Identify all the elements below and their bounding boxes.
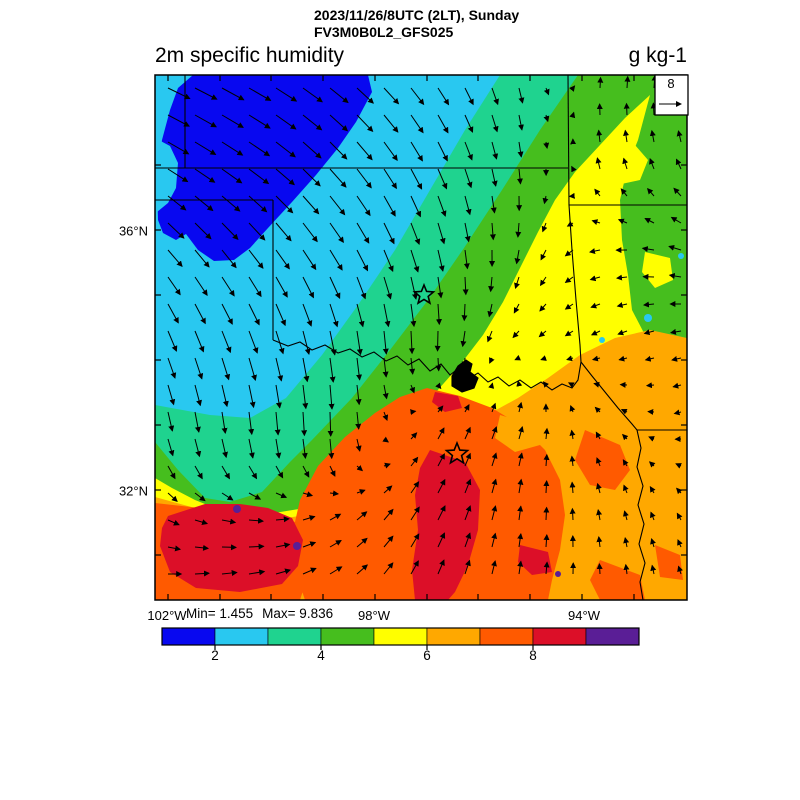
map-frame [154, 74, 688, 601]
lon-tick-label-94w: 94°W [568, 608, 600, 623]
city-star-markers [412, 282, 470, 465]
region-red-center [412, 450, 480, 600]
colorbar [161, 627, 640, 650]
region-yellow-patch-ne1 [598, 145, 648, 186]
lat-tick-label-32n: 32°N [118, 483, 148, 499]
region-red-southwest [160, 504, 303, 592]
plot-datetime-title: 2023/11/26/8UTC (2LT), Sunday [314, 7, 520, 23]
reference-vector-frame [654, 74, 689, 116]
lat-tick-label-36n: 36°N [118, 223, 148, 239]
star-city-1 [412, 282, 436, 305]
wind-arrows [167, 75, 685, 577]
region-yellow-patch-ne2 [642, 252, 673, 288]
region-green-northeast [620, 75, 687, 352]
reference-vector-box [654, 74, 689, 116]
state-borders [155, 75, 687, 600]
plot-model-title: FV3M0B0L2_GFS025 [314, 24, 454, 40]
field-max: Max= 9.836 [262, 606, 334, 621]
region-vermilion-patch-e3 [655, 545, 683, 580]
region-vermilion-patch-e2 [590, 560, 645, 600]
colorbar-tick-label-8: 8 [529, 648, 537, 663]
field-min: Min= 1.455 [186, 606, 254, 621]
humidity-field [155, 75, 687, 600]
units-label: g kg-1 [628, 44, 687, 67]
region-cyan-notch-west [155, 138, 178, 212]
axis-ticks [155, 75, 687, 600]
variable-label: 2m specific humidity [155, 44, 345, 67]
colorbar-tick-label-2: 2 [211, 648, 219, 663]
lon-tick-label-102w: 102°W [147, 608, 187, 623]
reference-vector-value: 8 [667, 76, 675, 91]
colorbar-tick-label-4: 4 [317, 648, 325, 663]
region-orange-patch-in-vermilion [495, 415, 540, 452]
star-city-2 [444, 440, 470, 465]
field-min-max-readout: Min= 1.455 Max= 9.836 [186, 606, 342, 621]
region-vermilion-patch-e1 [575, 430, 630, 490]
colorbar-tick-label-6: 6 [423, 648, 431, 663]
lon-tick-label-98w: 98°W [358, 608, 390, 623]
region-red-patch-1 [518, 545, 552, 575]
